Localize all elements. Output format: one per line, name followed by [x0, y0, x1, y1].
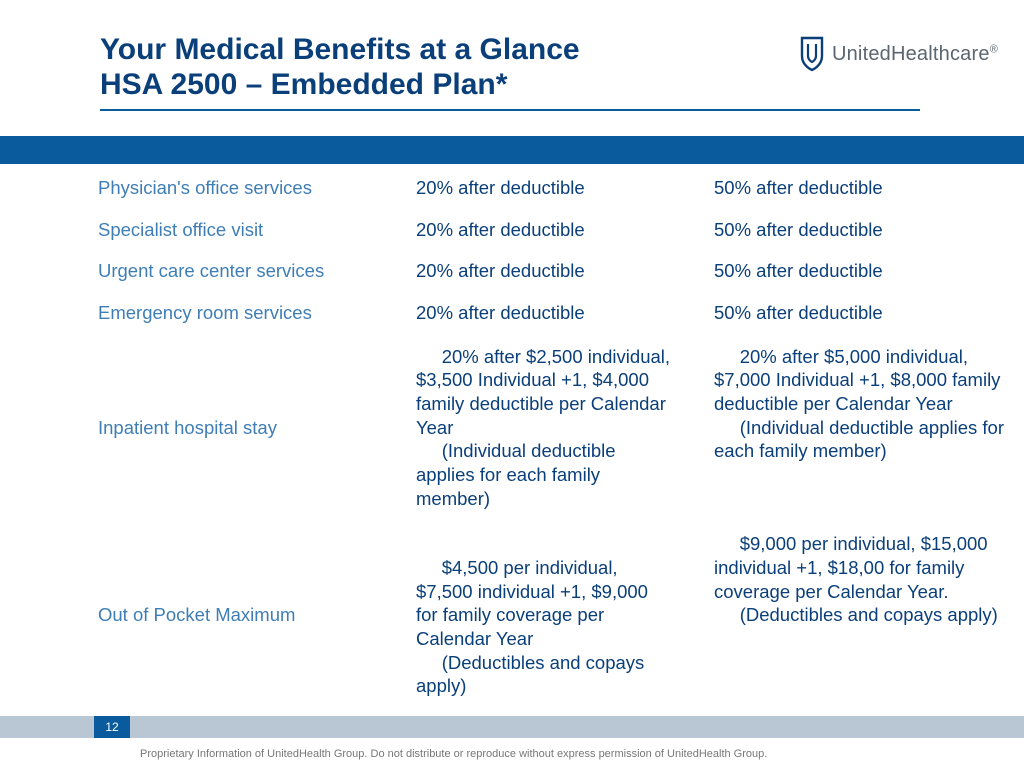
- page-number: 12: [94, 716, 130, 738]
- table-row: Physician's office services20% after ded…: [98, 168, 1024, 210]
- row-col2: 20% after $2,500 individual, $3,500 Indi…: [386, 345, 684, 511]
- header-band: [0, 136, 1024, 164]
- row-label: Specialist office visit: [98, 218, 386, 242]
- table-row: Urgent care center services20% after ded…: [98, 251, 1024, 293]
- title-rule: [100, 109, 920, 111]
- title-line-2: HSA 2500 – Embedded Plan*: [100, 67, 1024, 102]
- header: Your Medical Benefits at a Glance HSA 25…: [0, 0, 1024, 111]
- row-label: Out of Pocket Maximum: [98, 532, 386, 698]
- row-col3: 50% after deductible: [684, 301, 1024, 325]
- row-label: Inpatient hospital stay: [98, 345, 386, 511]
- table-row: Out of Pocket Maximum $4,500 per individ…: [98, 522, 1024, 710]
- row-label: Physician's office services: [98, 176, 386, 200]
- row-col3: 50% after deductible: [684, 218, 1024, 242]
- uhc-logo: UnitedHealthcare®: [798, 36, 998, 72]
- row-label: Emergency room services: [98, 301, 386, 325]
- row-col2: 20% after deductible: [386, 176, 684, 200]
- row-col2: 20% after deductible: [386, 259, 684, 283]
- table-row: Specialist office visit20% after deducti…: [98, 210, 1024, 252]
- row-col2: $4,500 per individual, $7,500 individual…: [386, 532, 684, 698]
- row-col3: $9,000 per individual, $15,000 individua…: [684, 532, 1024, 698]
- logo-text: UnitedHealthcare®: [832, 43, 998, 66]
- row-col2: 20% after deductible: [386, 301, 684, 325]
- row-label: Urgent care center services: [98, 259, 386, 283]
- table-row: Inpatient hospital stay 20% after $2,500…: [98, 335, 1024, 523]
- table-row: Emergency room services20% after deducti…: [98, 293, 1024, 335]
- footer-text: Proprietary Information of UnitedHealth …: [140, 748, 767, 760]
- row-col3: 50% after deductible: [684, 259, 1024, 283]
- benefits-table: Physician's office services20% after ded…: [98, 168, 1024, 710]
- shield-icon: [798, 36, 826, 72]
- row-col3: 20% after $5,000 individual, $7,000 Indi…: [684, 345, 1024, 511]
- row-col2: 20% after deductible: [386, 218, 684, 242]
- slide: Your Medical Benefits at a Glance HSA 25…: [0, 0, 1024, 768]
- bottom-stripe: [0, 716, 1024, 738]
- row-col3: 50% after deductible: [684, 176, 1024, 200]
